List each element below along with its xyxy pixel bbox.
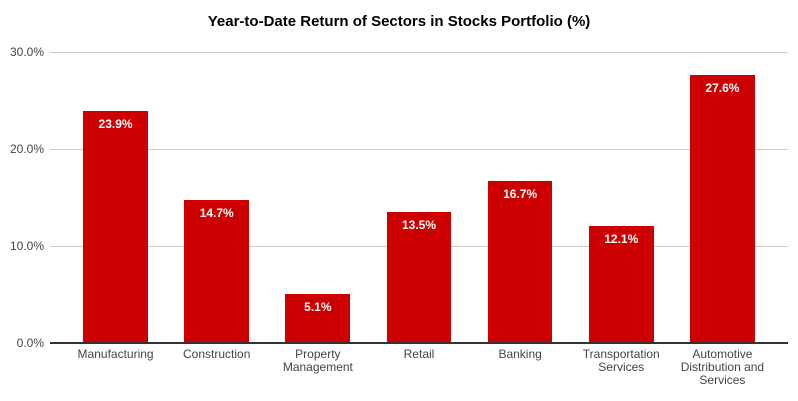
bar-slot: 5.1% bbox=[267, 52, 368, 343]
bar-banking: 16.7% bbox=[487, 181, 553, 343]
bars-row: 23.9% 14.7% 5.1% 13.5% 16.7% 12.1% 27.6% bbox=[50, 52, 788, 343]
x-axis-label: Construction bbox=[183, 347, 251, 361]
bar-value-label: 13.5% bbox=[401, 218, 436, 233]
bar-retail: 13.5% bbox=[386, 212, 452, 343]
bar-property-management: 5.1% bbox=[285, 293, 351, 343]
bar-construction: 14.7% bbox=[184, 200, 250, 343]
chart-title: Year-to-Date Return of Sectors in Stocks… bbox=[207, 13, 591, 30]
bar-value-label: 14.7% bbox=[199, 206, 234, 221]
gridline bbox=[50, 52, 788, 53]
bar-value-label: 27.6% bbox=[705, 81, 740, 96]
bar-value-label: 23.9% bbox=[98, 117, 133, 132]
bar-transportation-services: 12.1% bbox=[588, 225, 654, 343]
bar-slot: 16.7% bbox=[470, 52, 571, 343]
bar-slot: 27.6% bbox=[672, 52, 773, 343]
x-axis-label: Automotive Distribution and Services bbox=[680, 347, 765, 387]
bar-manufacturing: 23.9% bbox=[83, 111, 148, 343]
x-axis-label: Banking bbox=[498, 347, 542, 361]
bar-slot: 12.1% bbox=[571, 52, 672, 343]
x-axis-label: Retail bbox=[403, 347, 435, 361]
x-axis-label: Property Management bbox=[282, 347, 353, 374]
y-axis: 30.0% 20.0% 10.0% 0.0% bbox=[0, 45, 44, 350]
bar-value-label: 12.1% bbox=[604, 231, 639, 246]
x-axis-label: Transportation Services bbox=[582, 347, 660, 374]
plot-area: 23.9% 14.7% 5.1% 13.5% 16.7% 12.1% 27.6% bbox=[50, 52, 788, 344]
y-tick-label: 10.0% bbox=[9, 239, 44, 253]
x-axis-line bbox=[50, 342, 788, 344]
bar-value-label: 16.7% bbox=[503, 187, 538, 202]
x-axis-label: Manufacturing bbox=[77, 347, 154, 361]
gridline bbox=[50, 149, 788, 150]
y-tick-label: 20.0% bbox=[9, 142, 44, 156]
y-tick-label: 30.0% bbox=[9, 45, 44, 59]
y-tick-label: 0.0% bbox=[16, 336, 44, 350]
x-axis-labels: Manufacturing Construction Property Manage… bbox=[50, 348, 788, 387]
bar-automotive-distribution-and-services: 27.6% bbox=[690, 75, 755, 343]
bar-slot: 13.5% bbox=[368, 52, 469, 343]
bar-slot: 23.9% bbox=[65, 52, 166, 343]
bar-value-label: 5.1% bbox=[304, 299, 332, 314]
bar-slot: 14.7% bbox=[166, 52, 267, 343]
